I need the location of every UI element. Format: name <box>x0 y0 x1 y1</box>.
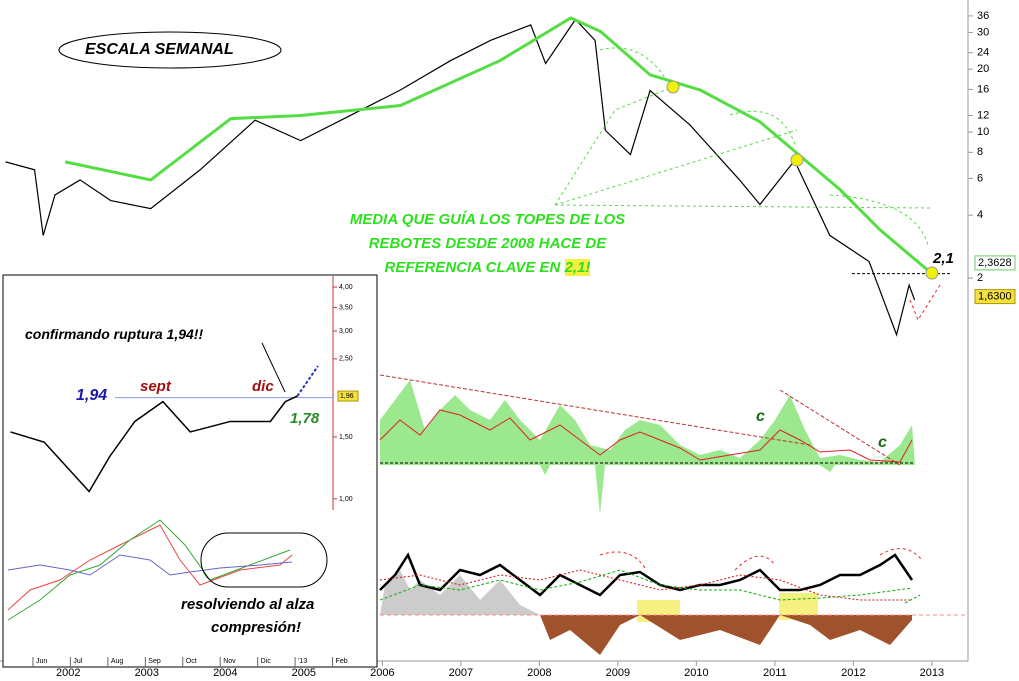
y-tick-label: 4 <box>977 209 983 221</box>
y-tick-label: 10 <box>977 126 989 138</box>
indicator-label: c <box>756 408 765 425</box>
price-tag-label: 2,3628 <box>978 257 1012 269</box>
inset-annotation: sept <box>140 378 171 395</box>
title-box: ESCALA SEMANAL <box>85 41 234 58</box>
annotation-highlight: 2,1! <box>564 259 591 276</box>
inset-annotation: dic <box>252 378 274 395</box>
inset-y-tick-label: 4,00 <box>339 284 353 291</box>
series-line <box>5 18 916 337</box>
series-line <box>10 395 298 493</box>
red-arrows <box>599 284 941 571</box>
y-tick-label: 6 <box>977 172 983 184</box>
inset-oscillator <box>7 519 328 621</box>
annotation-line: MEDIA QUE GUÍA LOS TOPES DE LOS <box>349 211 626 228</box>
x-tick-label: 2007 <box>449 667 473 679</box>
inset-x-tick-label: Jun <box>36 658 47 665</box>
title-ellipse <box>58 31 282 69</box>
inset-y-tick-label: 2,50 <box>339 356 353 363</box>
inset-x-tick-label: Nov <box>223 658 236 665</box>
annotation-line: REFERENCIA CLAVE EN 2,1! <box>300 256 675 280</box>
inset-x-tick-label: Feb <box>336 658 348 665</box>
inset-annotation: 1,78 <box>290 410 320 427</box>
price-tag <box>974 255 1016 271</box>
indicator-label: c <box>878 434 887 451</box>
price-tag <box>974 289 1016 305</box>
y-tick-label: 8 <box>977 146 983 158</box>
main-annotation: MEDIA QUE GUÍA LOS TOPES DE LOS REBOTES … <box>300 208 675 280</box>
inset-y-tick-label: 1,50 <box>339 434 353 441</box>
inset-y-tick-label: 1,00 <box>339 496 353 503</box>
indicator-panel <box>379 374 915 515</box>
y-tick-label: 36 <box>977 10 989 22</box>
inset-annotation: compresión! <box>211 619 302 636</box>
inset-x-tick-label: Dic <box>261 658 272 665</box>
inset-x-tick-label: Sep <box>148 658 161 665</box>
inset-price-tag-label: 1,96 <box>340 393 354 400</box>
inset-annotation: 1,94 <box>76 387 108 404</box>
inset-x-tick-label: Jul <box>73 658 82 665</box>
price-tag-label: 1,6300 <box>978 290 1012 302</box>
y-tick-label: 2 <box>977 272 983 284</box>
inset-frame <box>2 274 378 668</box>
x-tick-label: 2004 <box>213 667 237 679</box>
inset-chart: 4,00 3,50 3,00 2,50 1,50 1,00 Jun Jul Aug Sep Oct N… <box>10 276 359 667</box>
pointer <box>261 342 286 393</box>
inset-x-tick-label: Aug <box>111 658 124 665</box>
inset-x-tick-label: Oct <box>186 658 197 665</box>
series-line <box>64 16 933 275</box>
oscillator-panel <box>379 552 968 655</box>
x-tick-label: 2006 <box>370 667 394 679</box>
x-tick-label: 2010 <box>684 667 708 679</box>
x-tick-label: 2009 <box>606 667 630 679</box>
x-tick-label: 2003 <box>135 667 159 679</box>
x-tick-label: 2008 <box>527 667 551 679</box>
touch-points <box>666 80 939 280</box>
breakout-arrow <box>296 365 319 397</box>
y-tick-label: 20 <box>977 63 989 75</box>
level-label: 2,1 <box>933 250 954 267</box>
guide-lines <box>554 47 931 246</box>
annotation-text: REFERENCIA CLAVE EN <box>384 259 561 276</box>
inset-annotation: resolviendo al alza <box>181 596 315 613</box>
x-tick-label: 2011 <box>763 667 787 679</box>
x-tick-label: 2013 <box>920 667 944 679</box>
inset-y-tick-label: 3,50 <box>339 304 353 311</box>
y-tick-label: 24 <box>977 47 989 59</box>
annotation-line: REBOTES DESDE 2008 HACE DE <box>368 235 607 252</box>
inset-x-tick-label: '13 <box>298 658 307 665</box>
inset-price-tag <box>337 390 359 402</box>
y-tick-label: 30 <box>977 26 989 38</box>
x-tick-label: 2002 <box>56 667 80 679</box>
inset-y-tick-label: 3,00 <box>339 328 353 335</box>
y-tick-label: 16 <box>977 83 989 95</box>
inset-annotation: confirmando ruptura 1,94!! <box>25 326 204 342</box>
x-tick-label: 2012 <box>841 667 865 679</box>
y-tick-label: 12 <box>977 109 989 121</box>
x-tick-label: 2005 <box>292 667 316 679</box>
